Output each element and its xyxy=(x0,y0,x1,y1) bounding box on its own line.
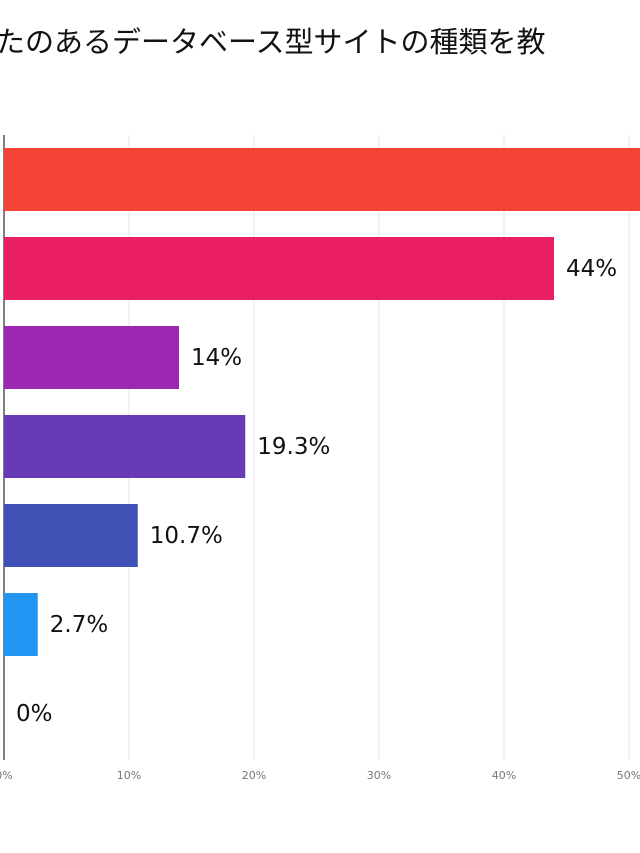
x-tick-label: 0% xyxy=(0,769,13,782)
value-label: 0% xyxy=(16,701,53,727)
chart-title: たのあるデータベース型サイトの種類を教 xyxy=(0,25,546,59)
bar xyxy=(4,415,246,478)
value-label: 44% xyxy=(566,256,617,282)
x-tick-label: 40% xyxy=(492,769,516,782)
x-tick-label: 10% xyxy=(117,769,141,782)
value-label: 14% xyxy=(191,345,242,371)
value-label: 2.7% xyxy=(50,612,108,638)
bar xyxy=(4,237,554,300)
value-label: 10.7% xyxy=(150,523,223,549)
bar xyxy=(4,593,38,656)
bar xyxy=(4,148,640,211)
bars xyxy=(4,148,640,656)
x-tick-label: 30% xyxy=(367,769,391,782)
value-label: 19.3% xyxy=(257,434,330,460)
x-tick-label: 50% xyxy=(617,769,640,782)
bar xyxy=(4,504,138,567)
x-tick-label: 20% xyxy=(242,769,266,782)
bar xyxy=(4,326,179,389)
